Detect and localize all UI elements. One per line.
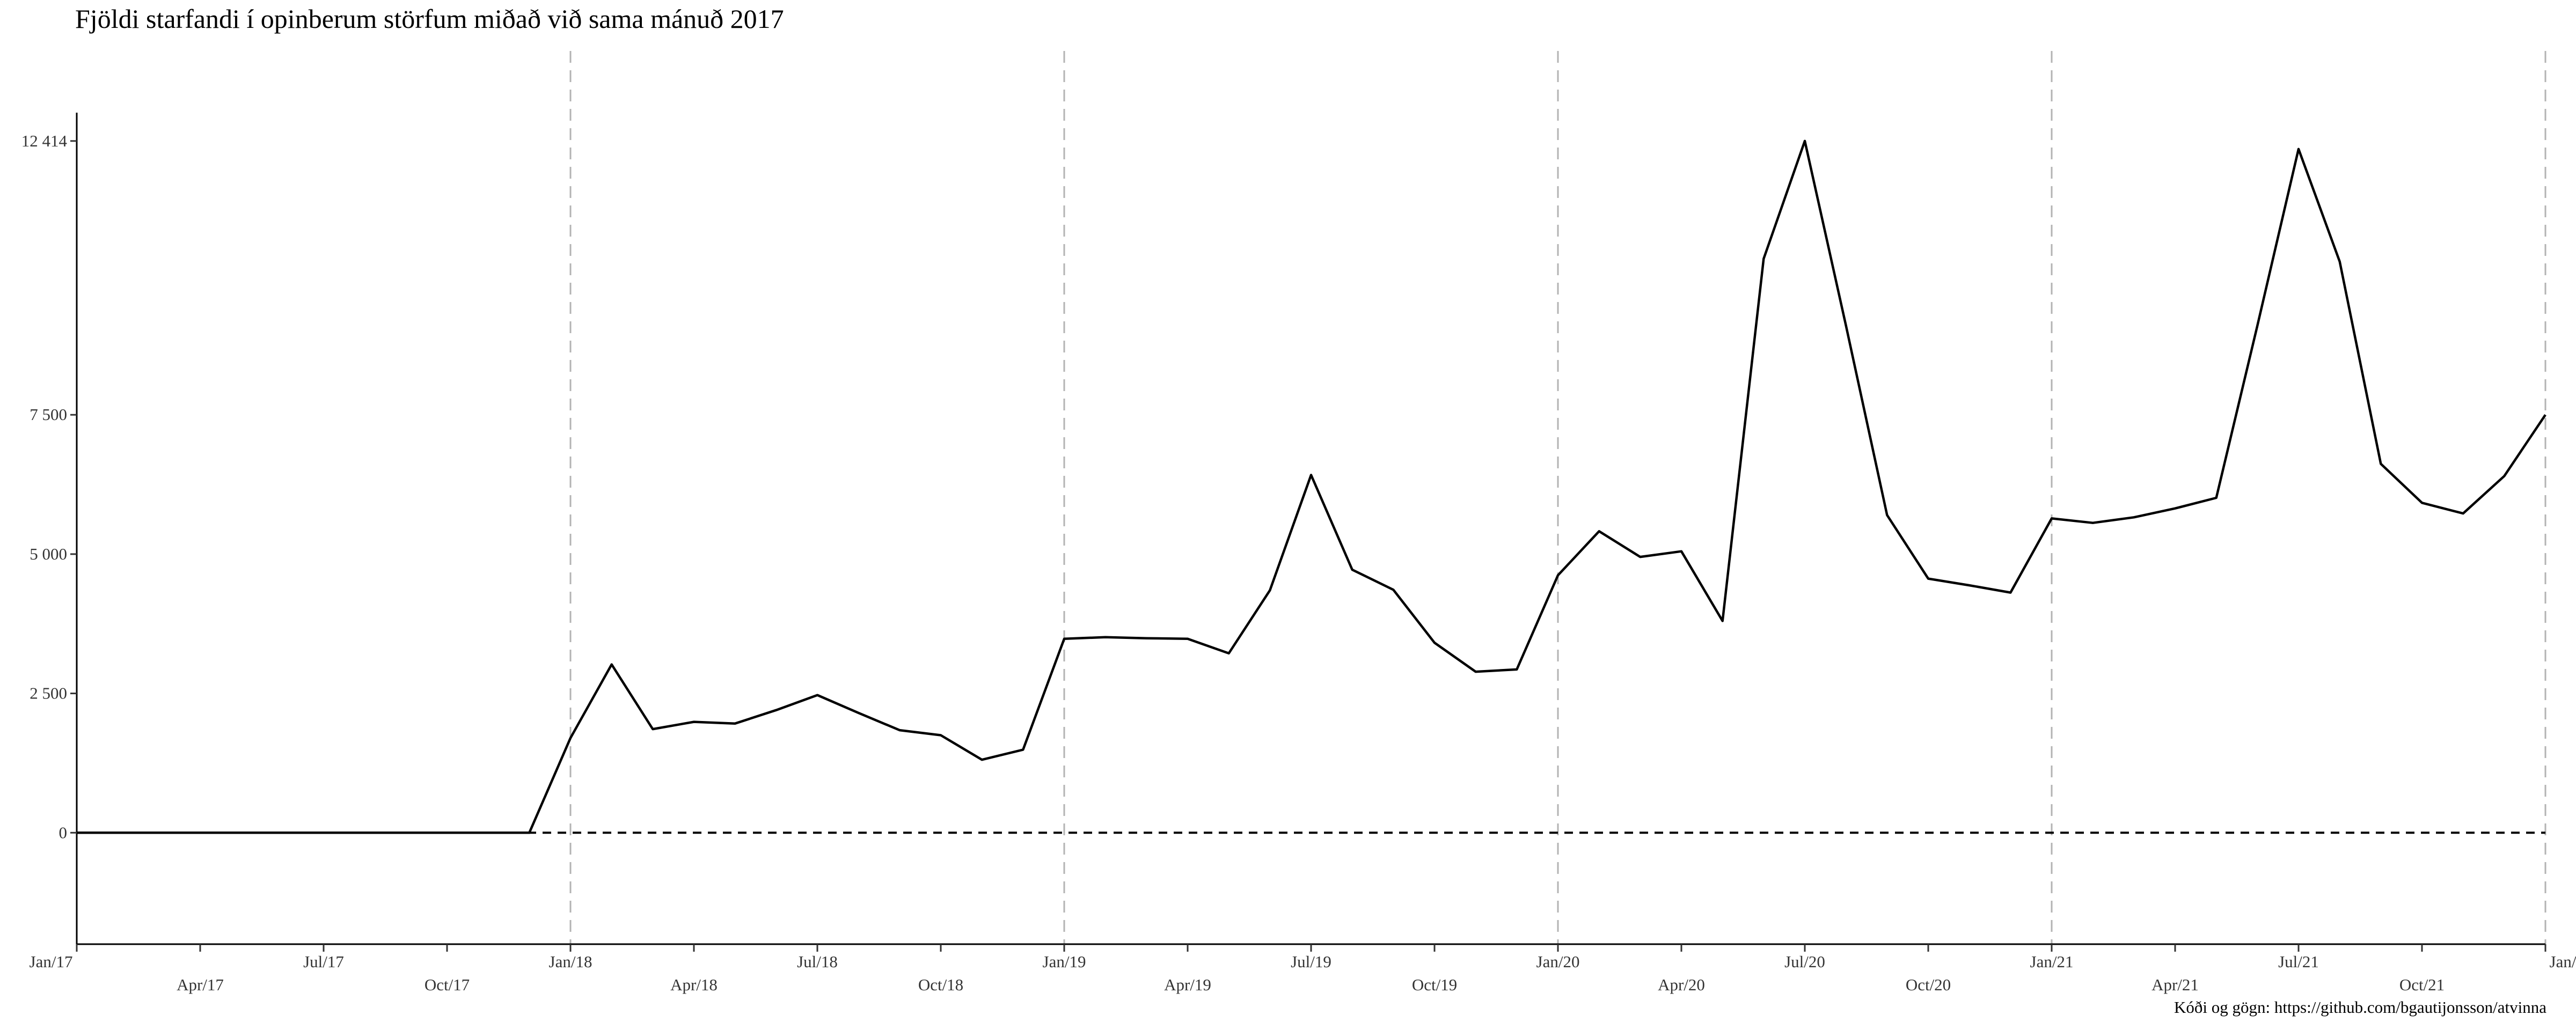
- series-line: [77, 139, 2546, 834]
- x-tick-label: Jul/19: [1291, 952, 1331, 971]
- x-tick-label: Jul/17: [303, 952, 344, 971]
- series-layer: [77, 139, 2546, 834]
- x-tick-label: Oct/17: [425, 975, 470, 994]
- x-tick-label: Jan/17: [30, 952, 73, 971]
- source-caption: Kóði og gögn: https://github.com/bgautij…: [2174, 998, 2546, 1017]
- x-tick-label: Apr/20: [1658, 975, 1705, 994]
- x-tick-label: Jul/18: [797, 952, 838, 971]
- x-axis-ticks: Jan/17 Apr/17 Jul/17 Oct/17 Jan/18 Apr/18 Jul/…: [30, 944, 2576, 994]
- x-tick-label: Jan/20: [1536, 952, 1580, 971]
- x-tick-label: Apr/17: [177, 975, 224, 994]
- x-tick-label: Jul/20: [1784, 952, 1825, 971]
- y-tick-label: 2 500: [30, 684, 67, 703]
- y-tick-label: 7 500: [30, 405, 67, 424]
- y-tick-label: 12 414: [21, 131, 68, 150]
- x-tick-label: Jul/21: [2278, 952, 2319, 971]
- year-divider-lines: [569, 51, 2546, 944]
- x-tick-label: Jan/22: [2550, 952, 2576, 971]
- x-tick-label: Jan/21: [2030, 952, 2074, 971]
- x-tick-label: Oct/19: [1412, 975, 1457, 994]
- x-tick-label: Jan/19: [1043, 952, 1086, 971]
- y-tick-label: 5 000: [30, 545, 67, 563]
- axes: [76, 113, 2545, 945]
- x-tick-label: Oct/20: [1906, 975, 1951, 994]
- x-tick-label: Apr/19: [1164, 975, 1211, 994]
- y-axis-ticks: 0 2 500 5 000 7 500 12 414: [21, 131, 77, 842]
- x-tick-label: Apr/21: [2151, 975, 2199, 994]
- x-tick-label: Jan/18: [549, 952, 592, 971]
- chart-title: Fjöldi starfandi í opinberum störfum mið…: [75, 4, 784, 34]
- x-tick-label: Apr/18: [670, 975, 718, 994]
- x-tick-label: Oct/18: [918, 975, 963, 994]
- y-tick-label: 0: [59, 823, 68, 842]
- x-tick-label: Oct/21: [2399, 975, 2445, 994]
